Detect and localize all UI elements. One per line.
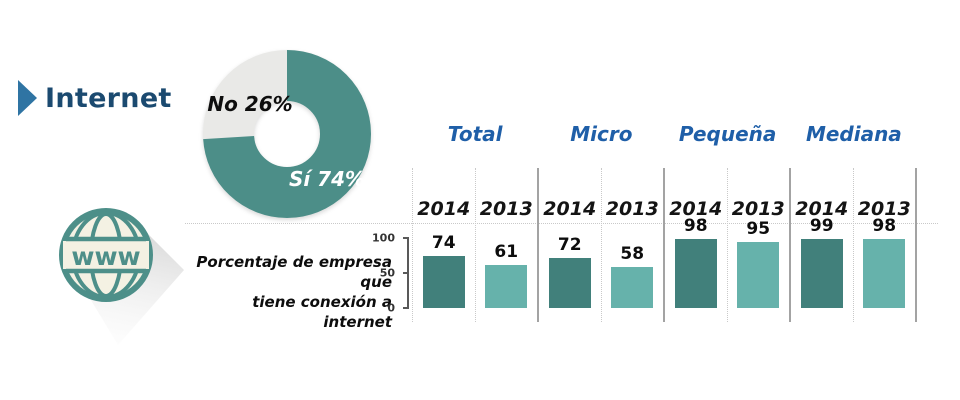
bar-area: 95 xyxy=(728,219,790,308)
arrow-right-icon xyxy=(18,80,37,116)
bar-value-label: 72 xyxy=(557,234,582,255)
globe-www-text: www xyxy=(71,242,140,271)
bar-area: 74 xyxy=(413,233,475,308)
donut-label-si: Sí 74% xyxy=(288,167,366,191)
dotted-separator-line xyxy=(185,223,938,224)
bar-total-2013 xyxy=(485,265,528,308)
year-label: 2014 xyxy=(795,198,849,220)
donut-label-no: No 26% xyxy=(207,92,293,116)
bar-area: 98 xyxy=(854,216,916,308)
bar-area: 61 xyxy=(476,238,538,308)
bar-column-micro-2013: 2013 58 xyxy=(602,168,664,322)
bar-micro-2014 xyxy=(548,257,591,308)
bar-micro-2013 xyxy=(611,267,654,308)
group-headers: Total Micro Pequeña Mediana xyxy=(412,122,917,146)
bar-pequeña-2014 xyxy=(674,239,717,308)
bar-column-mediana-2013: 2013 98 xyxy=(854,168,916,322)
y-axis-tick-label: 50 xyxy=(379,266,395,280)
bar-column-pequeña-2013: 2013 95 xyxy=(728,168,790,322)
bar-value-label: 95 xyxy=(746,218,771,239)
y-axis-tick xyxy=(403,307,409,309)
bar-mediana-2014 xyxy=(800,238,843,308)
bar-group-pequeña: 2014 98 2013 95 xyxy=(665,168,791,322)
bar-group-micro: 2014 72 2013 58 xyxy=(539,168,665,322)
bar-value-label: 99 xyxy=(809,215,834,236)
bar-area: 58 xyxy=(602,238,664,308)
bar-area: 99 xyxy=(791,216,853,308)
chart-caption: Porcentaje de empresa que tiene conexión… xyxy=(196,253,392,331)
bar-value-label: 74 xyxy=(431,233,456,254)
group-header-total: Total xyxy=(447,122,503,146)
page-title: Internet xyxy=(45,82,172,114)
bar-column-pequeña-2014: 2014 98 xyxy=(665,168,728,322)
year-label: 2014 xyxy=(669,198,723,220)
title-block: Internet xyxy=(18,80,172,116)
bar-pequeña-2013 xyxy=(737,241,780,308)
bar-column-total-2014: 2014 74 xyxy=(413,168,476,322)
year-label: 2014 xyxy=(417,198,471,220)
bar-mediana-2013 xyxy=(863,239,906,308)
bar-groups: 2014 74 2013 61 2014 72 2013 58 2014 98 2013 95 2014… xyxy=(412,168,917,322)
globe-www-icon: www xyxy=(59,208,184,345)
bar-column-mediana-2014: 2014 99 xyxy=(791,168,854,322)
bar-value-label: 98 xyxy=(683,216,708,237)
year-label: 2013 xyxy=(857,198,911,220)
bar-area: 98 xyxy=(665,216,727,308)
bar-value-label: 61 xyxy=(494,242,519,263)
group-header-mediana: Mediana xyxy=(805,122,902,146)
bar-column-total-2013: 2013 61 xyxy=(476,168,538,322)
year-label: 2013 xyxy=(731,198,785,220)
bar-area: 72 xyxy=(539,234,601,308)
donut-chart xyxy=(203,50,371,218)
bar-value-label: 98 xyxy=(872,216,897,237)
y-axis-tick-label: 0 xyxy=(387,301,395,315)
year-label: 2013 xyxy=(479,198,533,220)
globe-band xyxy=(63,241,149,269)
group-header-pequeña: Pequeña xyxy=(678,122,777,146)
y-axis: 100 50 0 xyxy=(370,232,409,315)
bar-total-2014 xyxy=(422,256,465,308)
y-axis-tick-label: 100 xyxy=(372,231,395,245)
bar-group-mediana: 2014 99 2013 98 xyxy=(791,168,917,322)
bar-column-micro-2014: 2014 72 xyxy=(539,168,602,322)
y-axis-tick xyxy=(403,237,409,239)
group-header-micro: Micro xyxy=(570,122,633,146)
year-label: 2014 xyxy=(543,198,597,220)
y-axis-tick xyxy=(403,272,409,274)
year-label: 2013 xyxy=(605,198,659,220)
donut-slice-si xyxy=(203,50,371,218)
bar-group-total: 2014 74 2013 61 xyxy=(413,168,539,322)
bar-value-label: 58 xyxy=(620,244,645,265)
